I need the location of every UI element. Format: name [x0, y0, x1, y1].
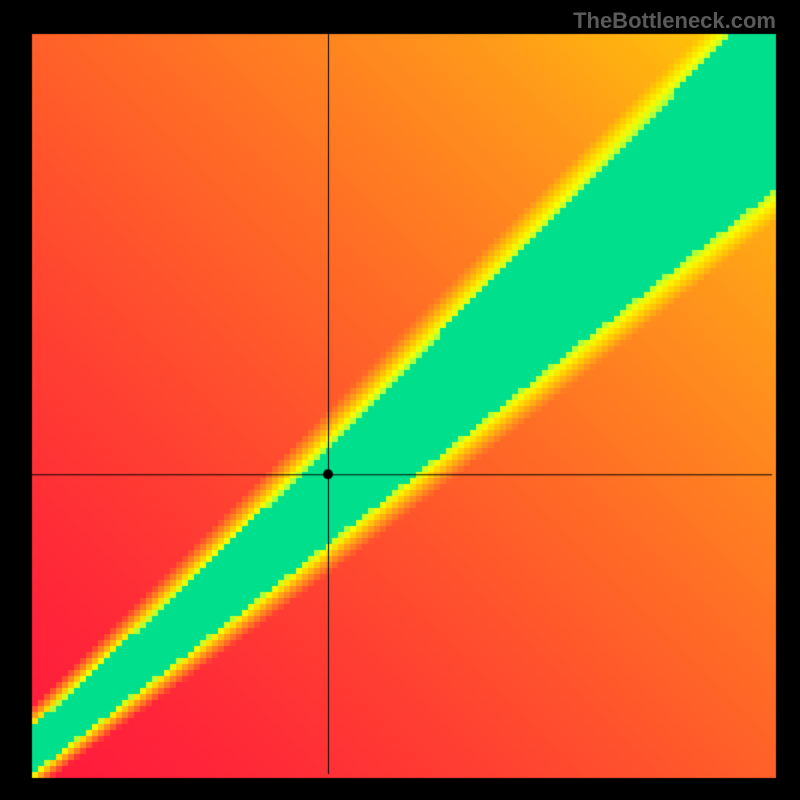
watermark-text: TheBottleneck.com: [573, 8, 776, 34]
bottleneck-heatmap: [0, 0, 800, 800]
